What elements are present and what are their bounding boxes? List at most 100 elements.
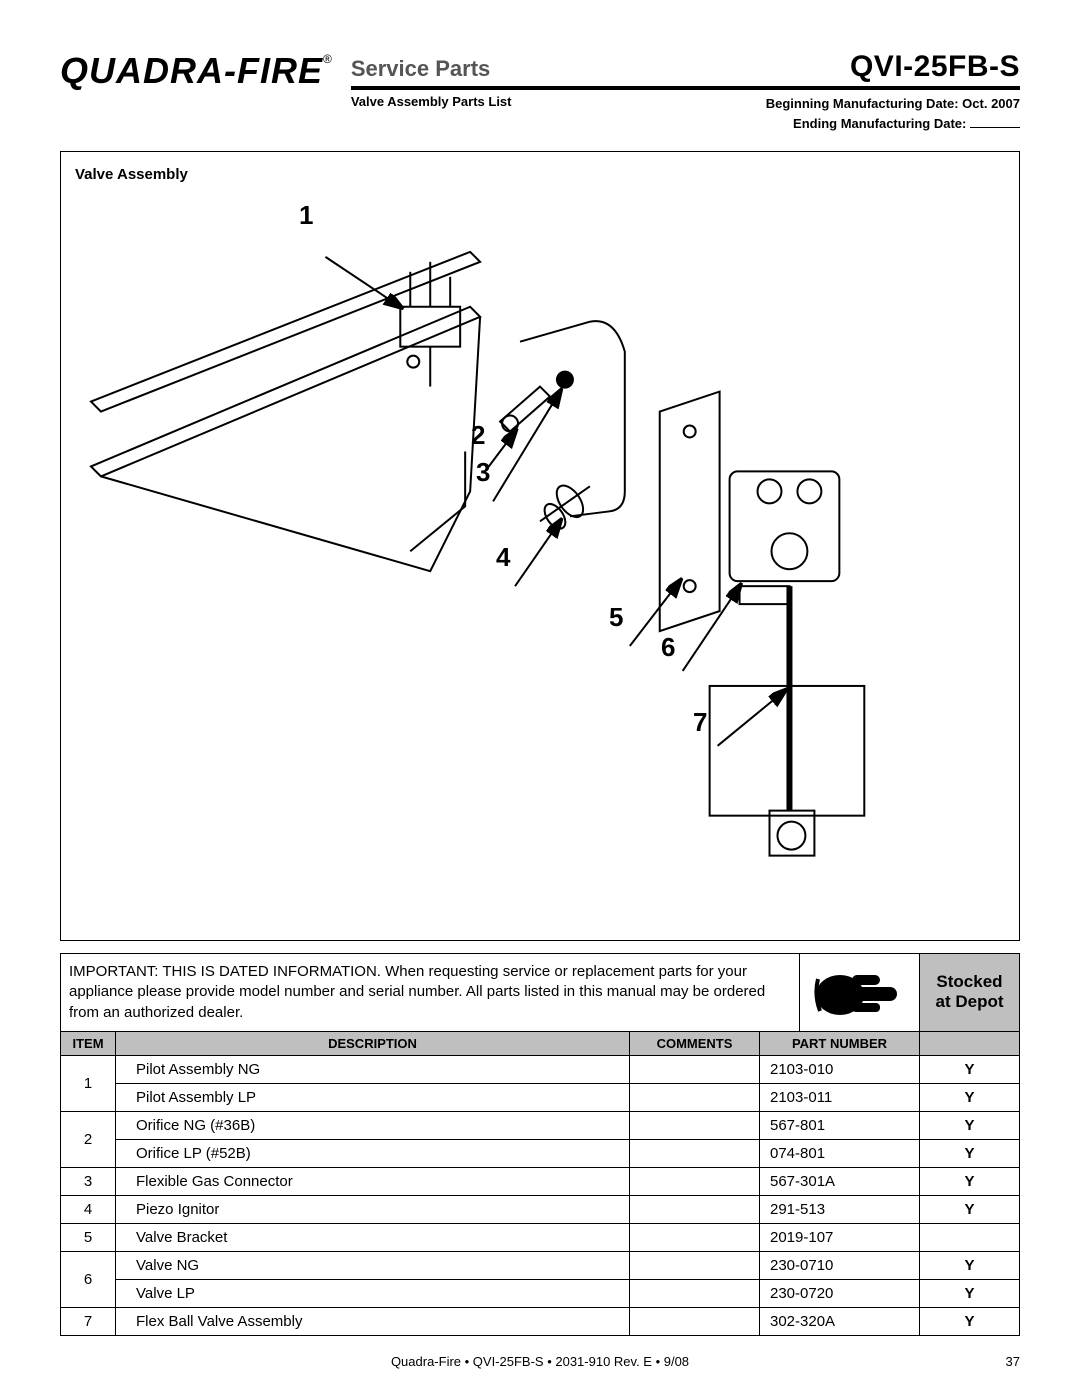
cell-part: 074-801	[760, 1139, 920, 1167]
cell-desc: Flex Ball Valve Assembly	[116, 1307, 630, 1335]
cell-part: 567-301A	[760, 1167, 920, 1195]
pointing-hand-icon	[812, 965, 907, 1020]
cell-stk: Y	[920, 1111, 1020, 1139]
cell-stk: Y	[920, 1307, 1020, 1335]
table-row: Orifice LP (#52B) 074-801Y	[61, 1139, 1020, 1167]
cell-part: 567-801	[760, 1111, 920, 1139]
table-row: 3Flexible Gas Connector 567-301AY	[61, 1167, 1020, 1195]
callout-2: 2	[471, 420, 485, 451]
cell-comm	[630, 1195, 760, 1223]
cell-comm	[630, 1307, 760, 1335]
cell-part: 302-320A	[760, 1307, 920, 1335]
cell-comm	[630, 1139, 760, 1167]
table-row: 4Piezo Ignitor 291-513Y	[61, 1195, 1020, 1223]
cell-item: 5	[61, 1223, 116, 1251]
cell-stk: Y	[920, 1279, 1020, 1307]
col-comments: COMMENTS	[630, 1031, 760, 1055]
callout-7: 7	[693, 707, 707, 738]
col-part-number: PART NUMBER	[760, 1031, 920, 1055]
logo: QUADRA-FIRE®	[60, 50, 339, 92]
cell-comm	[630, 1251, 760, 1279]
stocked-label-1: Stocked	[936, 972, 1002, 991]
header-right: Service Parts QVI-25FB-S Valve Assembly …	[351, 50, 1020, 133]
diagram-title: Valve Assembly	[75, 166, 1005, 183]
cell-comm	[630, 1083, 760, 1111]
manufacturing-dates: Beginning Manufacturing Date: Oct. 2007 …	[766, 94, 1020, 133]
cell-desc: Orifice LP (#52B)	[116, 1139, 630, 1167]
table-row: 5Valve Bracket 2019-107	[61, 1223, 1020, 1251]
cell-stk: Y	[920, 1055, 1020, 1083]
exploded-diagram-svg	[71, 192, 1009, 920]
model-number: QVI-25FB-S	[850, 50, 1020, 84]
important-note-text: IMPORTANT: THIS IS DATED INFORMATION. Wh…	[61, 954, 799, 1031]
cell-part: 230-0720	[760, 1279, 920, 1307]
cell-desc: Valve NG	[116, 1251, 630, 1279]
brand-logo: QUADRA-FIRE®	[60, 50, 339, 91]
cell-item: 1	[61, 1055, 116, 1111]
mfg-begin-date: Beginning Manufacturing Date: Oct. 2007	[766, 94, 1020, 114]
cell-stk: Y	[920, 1251, 1020, 1279]
pointing-hand-cell	[799, 954, 919, 1031]
registered-mark: ®	[323, 52, 333, 66]
mfg-end-date: Ending Manufacturing Date:	[766, 114, 1020, 134]
cell-desc: Valve LP	[116, 1279, 630, 1307]
callout-1: 1	[299, 200, 313, 231]
cell-part: 291-513	[760, 1195, 920, 1223]
cell-desc: Pilot Assembly NG	[116, 1055, 630, 1083]
cell-item: 4	[61, 1195, 116, 1223]
cell-stk: Y	[920, 1167, 1020, 1195]
stocked-at-depot-header: Stocked at Depot	[919, 954, 1019, 1031]
cell-part: 2019-107	[760, 1223, 920, 1251]
cell-part: 2103-011	[760, 1083, 920, 1111]
cell-desc: Flexible Gas Connector	[116, 1167, 630, 1195]
parts-table-body: 1Pilot Assembly NG2103-010YPilot Assembl…	[61, 1055, 1020, 1335]
cell-stk	[920, 1223, 1020, 1251]
cell-item: 2	[61, 1111, 116, 1167]
col-description: DESCRIPTION	[116, 1031, 630, 1055]
cell-part: 2103-010	[760, 1055, 920, 1083]
cell-item: 7	[61, 1307, 116, 1335]
col-stocked	[920, 1031, 1020, 1055]
col-item: ITEM	[61, 1031, 116, 1055]
table-row: 1Pilot Assembly NG2103-010Y	[61, 1055, 1020, 1083]
footer-center: Quadra-Fire • QVI-25FB-S • 2031-910 Rev.…	[100, 1354, 980, 1369]
page-number: 37	[980, 1354, 1020, 1369]
important-note-row: IMPORTANT: THIS IS DATED INFORMATION. Wh…	[60, 953, 1020, 1031]
cell-comm	[630, 1167, 760, 1195]
cell-stk: Y	[920, 1083, 1020, 1111]
cell-desc: Piezo Ignitor	[116, 1195, 630, 1223]
header-subtitle-row: Valve Assembly Parts List Beginning Manu…	[351, 94, 1020, 133]
cell-stk: Y	[920, 1139, 1020, 1167]
cell-comm	[630, 1279, 760, 1307]
mfg-end-blank	[970, 118, 1020, 128]
cell-stk: Y	[920, 1195, 1020, 1223]
parts-list-subtitle: Valve Assembly Parts List	[351, 94, 512, 133]
table-row: 2Orifice NG (#36B)567-801Y	[61, 1111, 1020, 1139]
table-row: 6Valve NG230-0710Y	[61, 1251, 1020, 1279]
exploded-diagram-box: Valve Assembly	[60, 151, 1020, 941]
table-row: Pilot Assembly LP 2103-011Y	[61, 1083, 1020, 1111]
cell-item: 6	[61, 1251, 116, 1307]
logo-text: QUADRA-FIRE	[60, 50, 323, 91]
callout-3: 3	[476, 457, 490, 488]
page-footer: Quadra-Fire • QVI-25FB-S • 2031-910 Rev.…	[60, 1354, 1020, 1369]
cell-comm	[630, 1223, 760, 1251]
callout-6: 6	[661, 632, 675, 663]
cell-comm	[630, 1111, 760, 1139]
cell-part: 230-0710	[760, 1251, 920, 1279]
cell-comm	[630, 1055, 760, 1083]
callout-5: 5	[609, 602, 623, 633]
page-header: QUADRA-FIRE® Service Parts QVI-25FB-S Va…	[60, 50, 1020, 133]
stocked-label-2: at Depot	[936, 992, 1004, 1011]
header-title-row: Service Parts QVI-25FB-S	[351, 50, 1020, 90]
cell-desc: Pilot Assembly LP	[116, 1083, 630, 1111]
table-row: Valve LP 230-0720Y	[61, 1279, 1020, 1307]
section-title: Service Parts	[351, 56, 490, 82]
parts-table-head: ITEM DESCRIPTION COMMENTS PART NUMBER	[61, 1031, 1020, 1055]
callout-4: 4	[496, 542, 510, 573]
cell-desc: Valve Bracket	[116, 1223, 630, 1251]
parts-table: ITEM DESCRIPTION COMMENTS PART NUMBER 1P…	[60, 1031, 1020, 1336]
cell-desc: Orifice NG (#36B)	[116, 1111, 630, 1139]
table-row: 7Flex Ball Valve Assembly 302-320AY	[61, 1307, 1020, 1335]
cell-item: 3	[61, 1167, 116, 1195]
